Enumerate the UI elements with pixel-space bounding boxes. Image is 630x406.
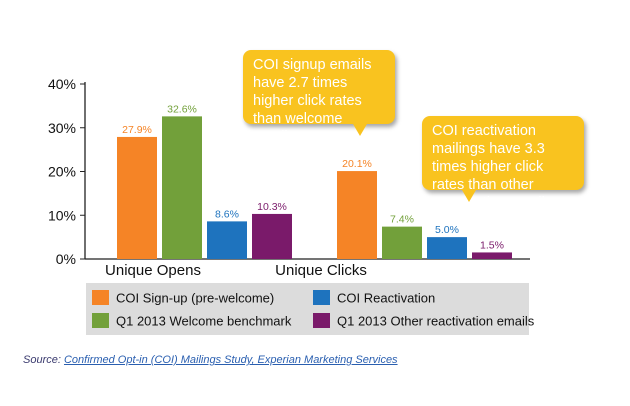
bar [207, 221, 247, 259]
bar [117, 136, 157, 259]
callout-reactivation-pointer [462, 190, 476, 202]
y-axis: 0% 10% 20% 30% 40% [48, 76, 530, 267]
bar [162, 116, 202, 259]
data-label: 1.5% [480, 239, 504, 251]
callout-reactivation-text: COI reactivation mailings have 3.3 times… [432, 123, 553, 211]
bar [472, 252, 512, 259]
data-label: 5.0% [435, 224, 459, 236]
y-tick-label: 0% [56, 251, 76, 267]
data-label: 7.4% [390, 214, 414, 226]
legend-swatch [313, 290, 330, 305]
y-tick-label: 40% [48, 76, 76, 92]
y-tick-label: 30% [48, 120, 76, 136]
callout-signup-pointer [353, 124, 367, 136]
legend-box [86, 283, 529, 335]
legend-swatch [92, 313, 109, 328]
data-label: 10.3% [257, 201, 287, 213]
data-label: 27.9% [122, 124, 152, 136]
source-note: Source: Confirmed Opt-in (COI) Mailings … [23, 354, 398, 366]
data-labels: 27.9% 32.6% 8.6% 10.3% 20.1% 7.4% 5.0% 1.5% [122, 103, 504, 251]
data-label: 8.6% [215, 208, 239, 220]
legend-swatch [92, 290, 109, 305]
data-label: 32.6% [167, 103, 197, 115]
bars [117, 116, 512, 259]
legend-label: COI Sign-up (pre-welcome) [116, 291, 274, 306]
legend-swatch [313, 313, 330, 328]
source-link[interactable]: Confirmed Opt-in (COI) Mailings Study, E… [63, 354, 398, 366]
callout-signup: COI signup emails have 2.7 times higher … [243, 50, 395, 145]
legend: COI Sign-up (pre-welcome) Q1 2013 Welcome… [86, 283, 535, 335]
callout-signup-text: COI signup emails have 2.7 times higher … [253, 57, 372, 145]
callout-reactivation: COI reactivation mailings have 3.3 times… [422, 116, 584, 211]
bar [337, 171, 377, 259]
y-tick-label: 20% [48, 164, 76, 180]
x-category-label: Unique Opens [105, 262, 201, 279]
data-label: 20.1% [342, 158, 372, 170]
x-axis-categories: Unique Opens Unique Clicks [105, 262, 367, 279]
source-label: Source: [23, 354, 61, 366]
y-tick-label: 10% [48, 207, 76, 223]
legend-label: COI Reactivation [337, 291, 435, 306]
x-category-label: Unique Clicks [275, 262, 367, 279]
legend-label: Q1 2013 Welcome benchmark [116, 314, 292, 329]
bar [252, 213, 292, 259]
legend-label: Q1 2013 Other reactivation emails [337, 314, 535, 329]
bar [427, 237, 467, 259]
bar [382, 226, 422, 259]
